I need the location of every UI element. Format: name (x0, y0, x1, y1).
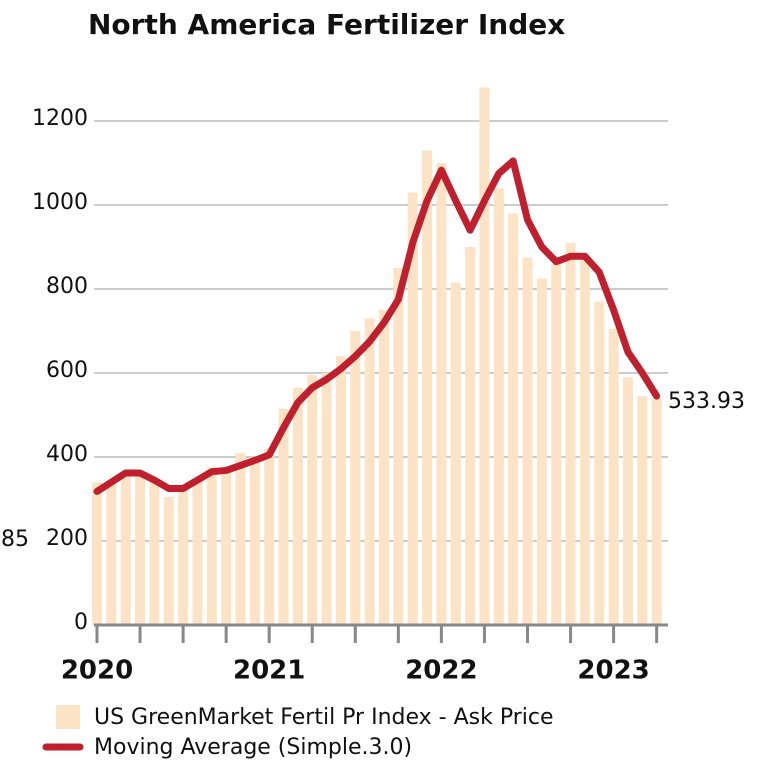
bar (221, 469, 232, 625)
bar (622, 377, 633, 625)
bar (149, 482, 160, 625)
bar (379, 310, 389, 625)
bar (637, 396, 648, 625)
legend-label: US GreenMarket Fertil Pr Index - Ask Pri… (94, 705, 554, 730)
bar (292, 387, 303, 625)
bar (508, 213, 519, 625)
bar (436, 163, 447, 625)
bar (350, 331, 361, 625)
moving-average-line (93, 157, 661, 495)
x-tick-label: 2021 (233, 656, 305, 686)
y-tick-label: 0 (74, 610, 88, 635)
bar (249, 457, 260, 625)
bar (92, 482, 102, 625)
bar (264, 448, 275, 625)
bar (551, 263, 562, 625)
bar (206, 467, 217, 625)
bar (321, 373, 332, 625)
bar (479, 87, 490, 625)
legend-label: Moving Average (Simple.3.0) (94, 735, 412, 760)
start-value-label: 85 (1, 527, 29, 552)
bar (522, 257, 533, 625)
bar (579, 257, 590, 625)
y-tick-label: 800 (46, 274, 88, 299)
bar (536, 278, 547, 625)
bar (608, 328, 619, 625)
bar (364, 318, 375, 625)
y-tick-label: 1200 (32, 106, 88, 131)
bar (235, 452, 246, 625)
x-tick-label: 2022 (405, 656, 477, 686)
bar (594, 301, 605, 625)
bar (422, 150, 433, 625)
bar (120, 475, 131, 625)
y-tick-label: 200 (46, 526, 88, 551)
bar (192, 480, 203, 625)
bar (307, 375, 318, 625)
chart-title: North America Fertilizer Index (88, 8, 565, 41)
bar (178, 490, 189, 625)
legend-swatch (56, 705, 80, 729)
y-tick-label: 600 (46, 358, 88, 383)
bar (106, 480, 117, 625)
x-tick-label: 2023 (577, 656, 649, 686)
y-tick-label: 400 (46, 442, 88, 467)
bar (163, 496, 174, 625)
bar (135, 471, 146, 625)
bar (335, 356, 346, 625)
bar (565, 242, 576, 626)
bar (278, 408, 289, 625)
y-tick-label: 1000 (32, 190, 88, 215)
bar (450, 282, 461, 625)
bar (407, 192, 418, 625)
bar (493, 188, 504, 625)
x-tick-label: 2020 (61, 656, 133, 686)
bar (465, 247, 476, 625)
end-value-label: 533.93 (668, 389, 745, 414)
bar (393, 268, 404, 625)
bar (651, 398, 662, 625)
